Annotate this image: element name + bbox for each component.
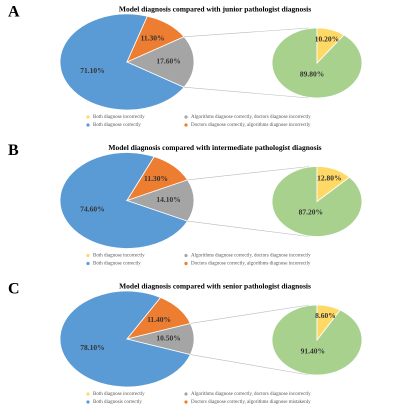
data-label: 17.60% xyxy=(156,57,180,66)
pie-slice xyxy=(316,304,341,342)
chart-title: Model diagnosis compared with intermedia… xyxy=(108,143,321,152)
data-label: 8.60% xyxy=(315,311,336,320)
legend-marker xyxy=(184,115,188,119)
legend-label: Both diagnose correctly xyxy=(93,262,141,267)
legend-label: Doctors diagnose correctly, algorithms d… xyxy=(191,123,311,128)
pie-slice xyxy=(59,290,191,388)
panel: B Model diagnosis compared with intermedi… xyxy=(8,142,363,267)
data-label: 91.40% xyxy=(301,347,325,356)
legend-marker xyxy=(86,392,90,396)
legend-label: Algorithms diagnose correctly, doctors d… xyxy=(191,254,311,259)
data-label: 11.40% xyxy=(147,315,171,324)
data-label: 74.60% xyxy=(80,204,104,213)
connector xyxy=(187,166,310,181)
data-label: 10.20% xyxy=(315,34,339,43)
connector xyxy=(183,27,310,38)
legend-marker xyxy=(184,123,188,127)
legend-marker xyxy=(184,392,188,396)
panel-label: A xyxy=(8,4,20,21)
pie-slice xyxy=(59,13,185,111)
legend-label: Both diagnose incorrectly xyxy=(93,392,145,397)
legend-label: Both diagnose incorrectly xyxy=(93,115,145,120)
connector xyxy=(190,354,310,376)
legend-label: Both diagnose incorrectly xyxy=(93,254,145,259)
legend-marker xyxy=(86,261,90,266)
data-label: 11.30% xyxy=(141,33,165,42)
legend-marker xyxy=(184,253,188,258)
connector xyxy=(187,220,310,237)
pie-slice xyxy=(125,179,195,222)
legend-marker xyxy=(86,400,90,404)
legend-marker xyxy=(86,115,90,119)
panel-label: B xyxy=(8,142,19,159)
connector xyxy=(183,86,310,99)
legend-label: Algorithms diagnose correctly, doctors d… xyxy=(191,115,311,120)
pie-slice xyxy=(59,152,189,249)
panel: A Model diagnosis compared with junior pa… xyxy=(8,4,363,128)
data-label: 10.50% xyxy=(156,334,180,343)
legend-marker xyxy=(184,400,188,404)
panel-label: C xyxy=(8,281,20,298)
data-label: 14.10% xyxy=(156,195,180,204)
data-label: 89.80% xyxy=(300,69,324,78)
data-label: 87.20% xyxy=(299,207,323,216)
legend-marker xyxy=(86,123,90,127)
legend-marker xyxy=(86,253,90,258)
panel: C Model diagnosis compared with senior pa… xyxy=(8,281,363,405)
pie-slice xyxy=(316,27,345,64)
data-label: 11.30% xyxy=(144,174,168,183)
data-label: 71.10% xyxy=(80,66,104,75)
chart-title: Model diagnosis compared with senior pat… xyxy=(119,282,311,291)
data-label: 12.80% xyxy=(317,174,341,183)
legend-label: Doctors diagnose correctly, algorithms d… xyxy=(191,400,311,405)
connector xyxy=(190,304,310,324)
pie-slice xyxy=(316,166,351,203)
legend-label: Both diagnose correctly xyxy=(93,123,141,128)
legend-marker xyxy=(184,261,188,266)
legend-label: Doctors diagnose correctly, algorithms d… xyxy=(191,262,311,267)
legend-label: Algorithms diagnose correctly, doctors d… xyxy=(191,392,311,397)
data-label: 78.10% xyxy=(80,343,104,352)
pie-slice xyxy=(126,36,195,88)
legend-label: Both diagnosis correctly xyxy=(93,400,142,405)
chart-title: Model diagnosis compared with junior pat… xyxy=(119,5,311,14)
